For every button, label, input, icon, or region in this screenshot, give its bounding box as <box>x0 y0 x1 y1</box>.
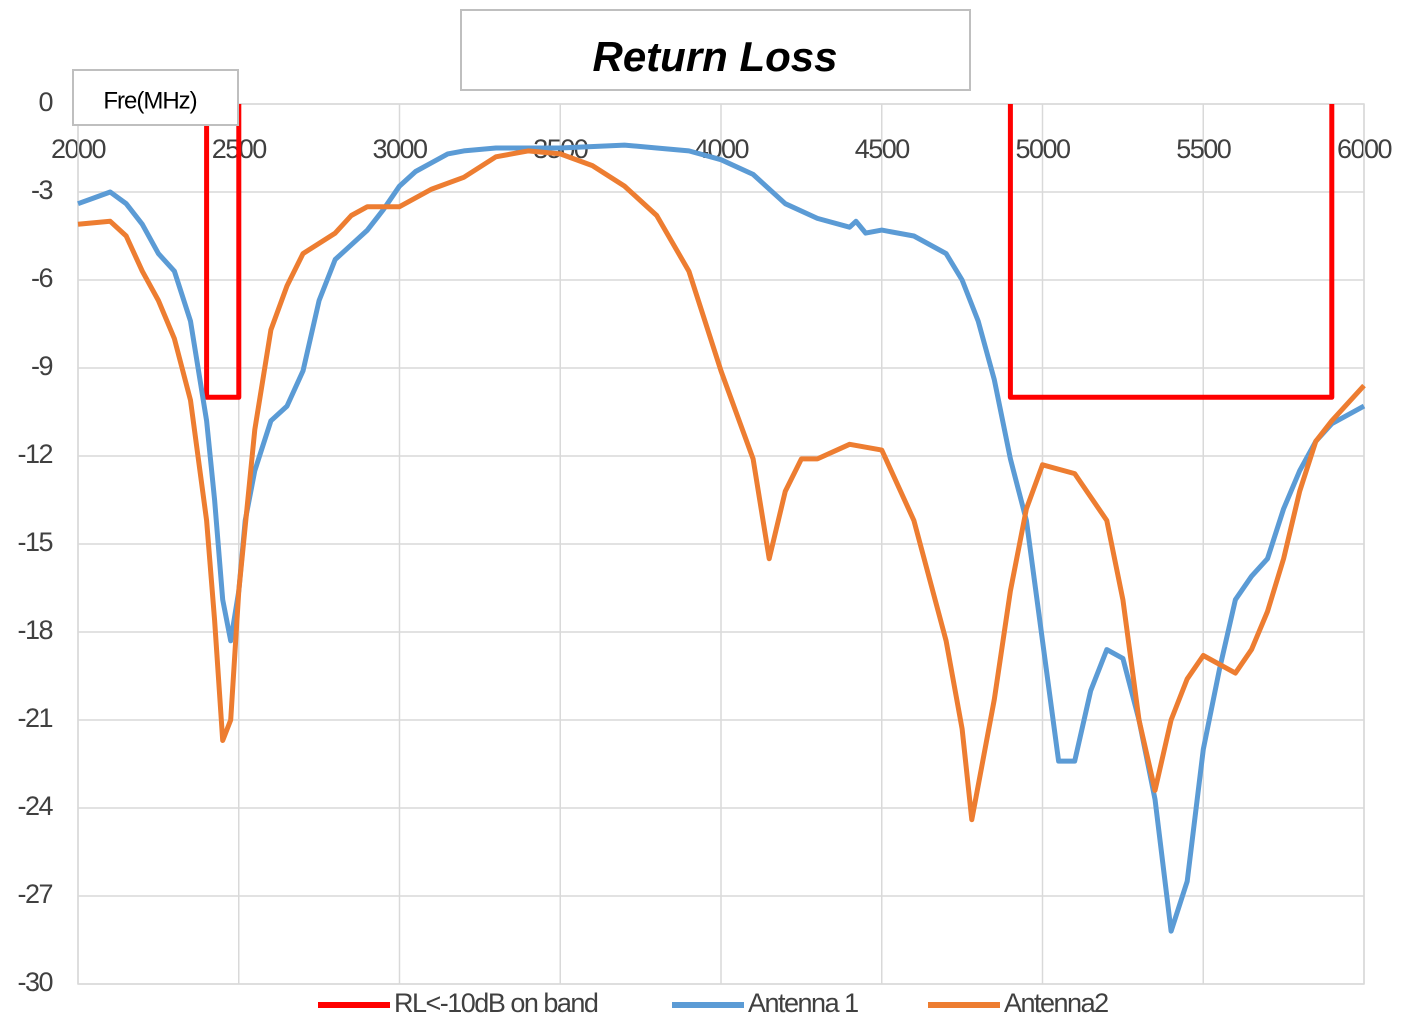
y-tick-label: -21 <box>17 703 52 733</box>
y-tick-label: -9 <box>31 351 52 381</box>
x-tick-label: 2000 <box>51 134 106 164</box>
x-tick-label: 6000 <box>1337 134 1392 164</box>
y-tick-label: -27 <box>17 879 52 909</box>
series-line <box>204 104 242 400</box>
xlabel-box <box>72 69 239 126</box>
y-tick-label: -18 <box>17 615 52 645</box>
x-axis-label: Fre(MHz) <box>103 87 196 114</box>
y-tick-label: -6 <box>31 263 52 293</box>
y-tick-label: -15 <box>17 527 52 557</box>
legend-label: RL<-10dB on band <box>394 988 598 1018</box>
x-tick-label: 3000 <box>372 134 427 164</box>
series-line <box>1007 104 1335 400</box>
title-box <box>460 9 971 91</box>
series-line <box>77 148 1366 823</box>
x-tick-label: 4500 <box>855 134 910 164</box>
y-tick-label: -12 <box>17 439 52 469</box>
x-tick-label: 5500 <box>1176 134 1231 164</box>
x-tick-label: 5000 <box>1015 134 1070 164</box>
chart-title: Return Loss <box>592 33 837 80</box>
y-tick-label: -24 <box>17 791 53 821</box>
legend-label: Antenna2 <box>1004 988 1108 1018</box>
plot-border <box>77 103 1365 985</box>
legend-label: Antenna 1 <box>748 988 858 1018</box>
y-tick-label: -3 <box>31 175 52 205</box>
y-tick-label: 0 <box>38 87 52 117</box>
series-line <box>77 142 1366 934</box>
y-tick-label: -30 <box>17 967 52 997</box>
